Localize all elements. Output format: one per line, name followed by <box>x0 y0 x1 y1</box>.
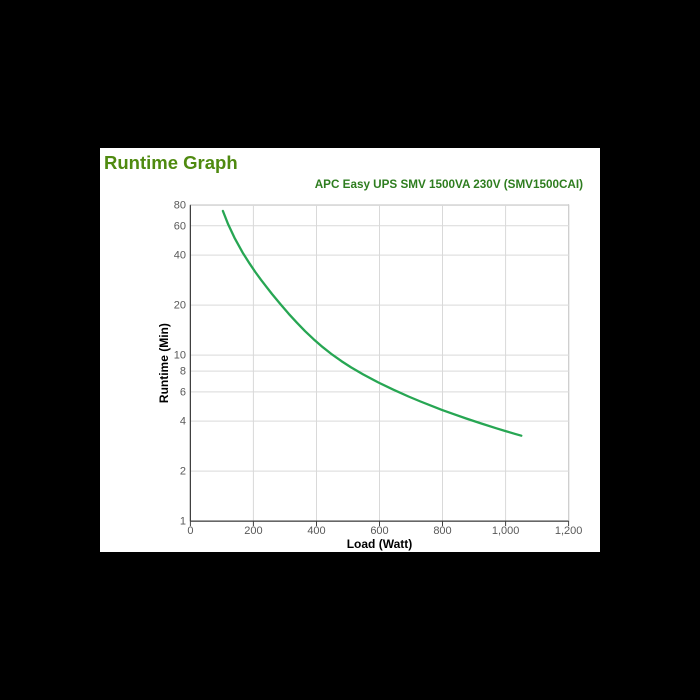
svg-text:600: 600 <box>370 525 388 537</box>
svg-text:1,200: 1,200 <box>555 525 583 537</box>
svg-text:40: 40 <box>174 250 186 262</box>
svg-text:800: 800 <box>433 525 451 537</box>
svg-text:20: 20 <box>174 300 186 312</box>
svg-text:60: 60 <box>174 220 186 232</box>
svg-text:10: 10 <box>174 350 186 362</box>
svg-text:8: 8 <box>180 366 186 378</box>
svg-text:Load (Watt): Load (Watt) <box>347 537 413 551</box>
svg-text:80: 80 <box>174 200 186 212</box>
svg-text:4: 4 <box>180 416 186 428</box>
svg-text:6: 6 <box>180 386 186 398</box>
svg-text:Runtime (Min): Runtime (Min) <box>157 323 171 403</box>
svg-text:200: 200 <box>244 525 262 537</box>
svg-text:400: 400 <box>307 525 325 537</box>
svg-text:1: 1 <box>180 516 186 528</box>
svg-text:1,000: 1,000 <box>492 525 520 537</box>
svg-text:0: 0 <box>187 525 193 537</box>
svg-text:2: 2 <box>180 466 186 478</box>
